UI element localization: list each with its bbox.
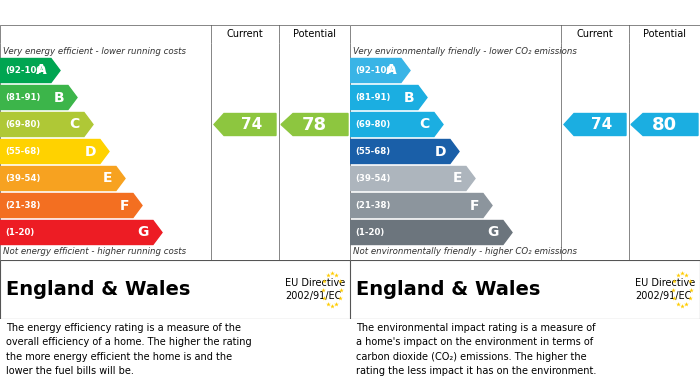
Polygon shape [0, 59, 60, 83]
Text: (69-80): (69-80) [355, 120, 391, 129]
Polygon shape [0, 86, 77, 109]
Polygon shape [350, 59, 410, 83]
Text: (1-20): (1-20) [355, 228, 384, 237]
Polygon shape [0, 140, 109, 163]
Polygon shape [350, 167, 475, 190]
Polygon shape [350, 86, 427, 109]
Polygon shape [631, 113, 698, 136]
Text: Potential: Potential [293, 29, 336, 39]
Text: (21-38): (21-38) [5, 201, 41, 210]
Text: EU Directive
2002/91/EC: EU Directive 2002/91/EC [285, 278, 345, 301]
Text: EU Directive
2002/91/EC: EU Directive 2002/91/EC [635, 278, 695, 301]
Text: Environmental Impact (CO₂) Rating: Environmental Impact (CO₂) Rating [360, 6, 622, 19]
Text: (69-80): (69-80) [5, 120, 41, 129]
Text: Very energy efficient - lower running costs: Very energy efficient - lower running co… [3, 47, 186, 56]
Text: (1-20): (1-20) [5, 228, 34, 237]
Text: (81-91): (81-91) [5, 93, 41, 102]
Polygon shape [350, 221, 512, 244]
Text: England & Wales: England & Wales [356, 280, 540, 299]
Text: (39-54): (39-54) [355, 174, 391, 183]
Text: D: D [435, 145, 446, 158]
Text: 78: 78 [302, 115, 327, 133]
Polygon shape [350, 140, 459, 163]
Polygon shape [350, 113, 443, 136]
Text: 74: 74 [592, 117, 612, 132]
Text: (55-68): (55-68) [5, 147, 40, 156]
Text: (81-91): (81-91) [355, 93, 391, 102]
Text: Very environmentally friendly - lower CO₂ emissions: Very environmentally friendly - lower CO… [353, 47, 577, 56]
Text: C: C [420, 118, 430, 131]
Text: F: F [120, 199, 129, 212]
Text: (39-54): (39-54) [5, 174, 41, 183]
Polygon shape [350, 194, 492, 217]
Text: Not energy efficient - higher running costs: Not energy efficient - higher running co… [3, 247, 186, 256]
Text: 74: 74 [241, 117, 262, 132]
Text: F: F [470, 199, 479, 212]
Text: G: G [488, 226, 499, 240]
Text: Potential: Potential [643, 29, 686, 39]
Text: C: C [70, 118, 80, 131]
Text: The environmental impact rating is a measure of
a home's impact on the environme: The environmental impact rating is a mea… [356, 323, 596, 376]
Text: A: A [386, 63, 397, 77]
Text: (55-68): (55-68) [355, 147, 390, 156]
Text: Current: Current [227, 29, 263, 39]
Text: E: E [102, 172, 112, 185]
Text: A: A [36, 63, 47, 77]
Polygon shape [0, 194, 142, 217]
Text: Current: Current [577, 29, 613, 39]
Text: E: E [452, 172, 462, 185]
Polygon shape [0, 221, 162, 244]
Text: G: G [138, 226, 149, 240]
Text: Energy Efficiency Rating: Energy Efficiency Rating [10, 6, 194, 19]
Polygon shape [0, 167, 125, 190]
Polygon shape [0, 113, 93, 136]
Text: Not environmentally friendly - higher CO₂ emissions: Not environmentally friendly - higher CO… [353, 247, 577, 256]
Text: (92-100): (92-100) [355, 66, 396, 75]
Text: England & Wales: England & Wales [6, 280, 190, 299]
Text: D: D [85, 145, 96, 158]
Text: B: B [53, 90, 64, 104]
Text: B: B [403, 90, 414, 104]
Text: (92-100): (92-100) [5, 66, 46, 75]
Polygon shape [564, 113, 626, 136]
Polygon shape [281, 113, 348, 136]
Text: 80: 80 [652, 115, 677, 133]
Text: The energy efficiency rating is a measure of the
overall efficiency of a home. T: The energy efficiency rating is a measur… [6, 323, 251, 376]
Polygon shape [214, 113, 276, 136]
Text: (21-38): (21-38) [355, 201, 391, 210]
